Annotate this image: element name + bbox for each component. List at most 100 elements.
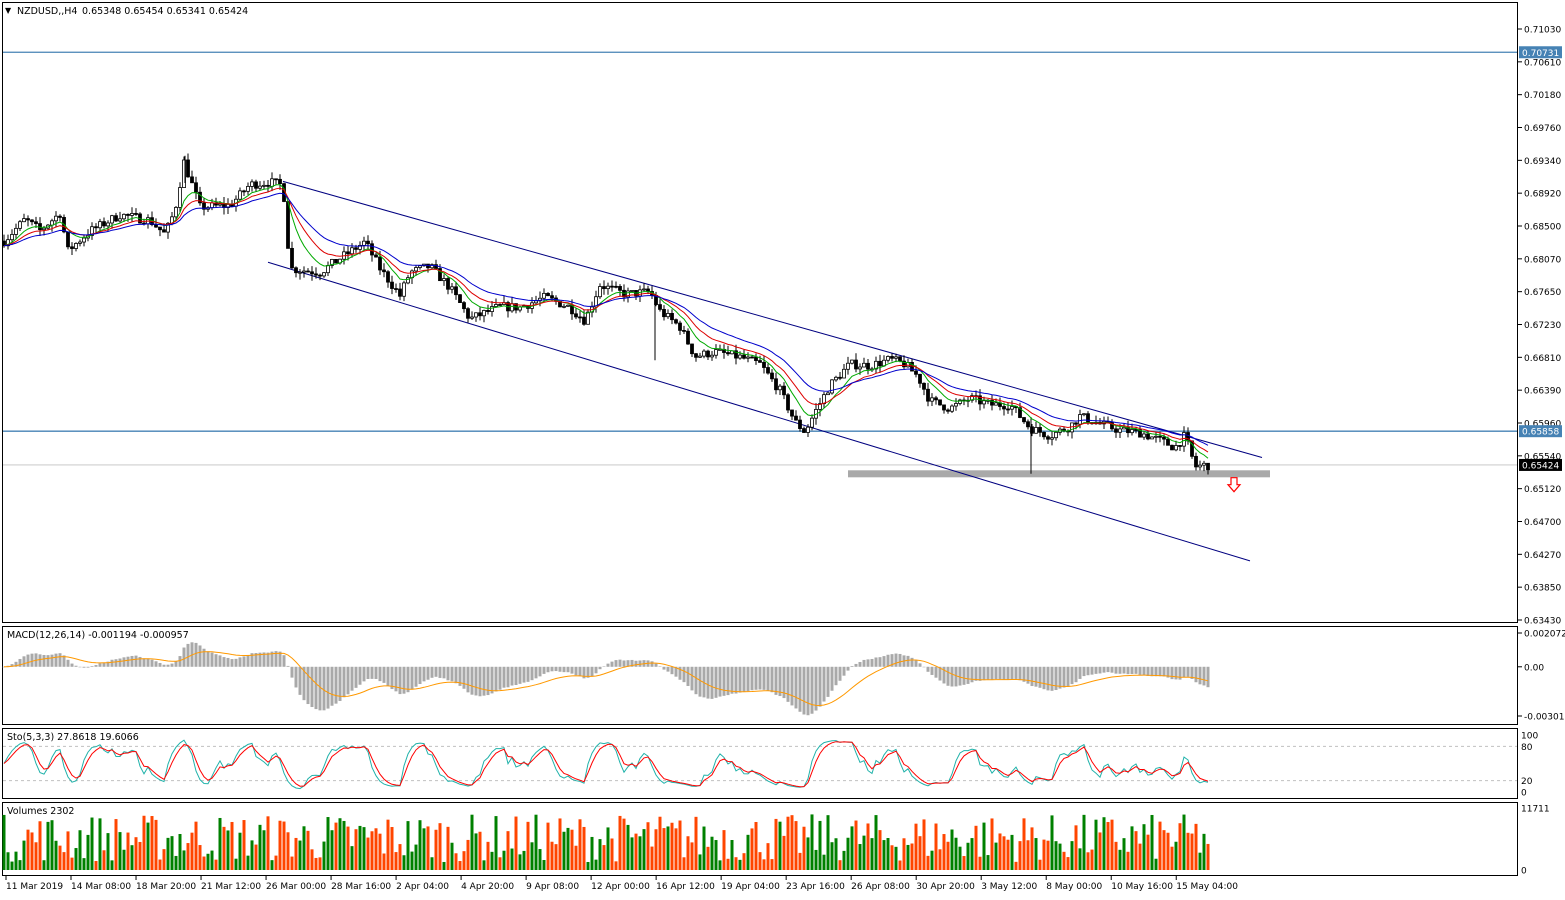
candle-body[interactable] xyxy=(718,348,722,351)
candle-body[interactable] xyxy=(890,356,894,359)
candle-body[interactable] xyxy=(666,313,670,318)
candle-body[interactable] xyxy=(1130,429,1134,434)
candle-body[interactable] xyxy=(702,350,706,357)
candle-body[interactable] xyxy=(1046,436,1050,440)
candle-body[interactable] xyxy=(626,290,630,298)
candle-body[interactable] xyxy=(14,227,18,235)
candle-body[interactable] xyxy=(874,360,878,370)
candle-body[interactable] xyxy=(1050,437,1054,440)
candle-body[interactable] xyxy=(614,285,618,288)
candle-body[interactable] xyxy=(122,213,126,220)
channel-upper-line[interactable] xyxy=(282,180,1263,458)
candle-body[interactable] xyxy=(1082,413,1086,416)
candle-body[interactable] xyxy=(982,400,986,405)
candle-body[interactable] xyxy=(210,202,214,209)
candle-body[interactable] xyxy=(1170,444,1174,451)
candle-body[interactable] xyxy=(462,302,466,310)
candle-body[interactable] xyxy=(1150,436,1154,440)
stoch-panel[interactable] xyxy=(3,739,1517,790)
candle-body[interactable] xyxy=(406,277,410,284)
candle-body[interactable] xyxy=(774,378,778,391)
candle-body[interactable] xyxy=(50,220,54,226)
candle-body[interactable] xyxy=(1054,431,1058,439)
candle-body[interactable] xyxy=(1114,428,1118,433)
candle-body[interactable] xyxy=(106,222,110,227)
candle-body[interactable] xyxy=(218,203,222,206)
candle-body[interactable] xyxy=(322,272,326,277)
candle-body[interactable] xyxy=(1146,433,1150,440)
candle-body[interactable] xyxy=(90,226,94,236)
candle-body[interactable] xyxy=(790,409,794,417)
candle-body[interactable] xyxy=(1206,462,1210,471)
candle-body[interactable] xyxy=(290,247,294,269)
candle-body[interactable] xyxy=(270,178,274,187)
candle-body[interactable] xyxy=(1122,427,1126,430)
macd-panel[interactable] xyxy=(2,642,1210,716)
candle-body[interactable] xyxy=(798,419,802,429)
candle-body[interactable] xyxy=(946,409,950,412)
candle-body[interactable] xyxy=(174,207,178,218)
candle-body[interactable] xyxy=(238,190,242,200)
candle-body[interactable] xyxy=(858,366,862,370)
candle-body[interactable] xyxy=(714,349,718,356)
candle-body[interactable] xyxy=(1126,427,1130,434)
candle-body[interactable] xyxy=(602,286,606,290)
candle-body[interactable] xyxy=(58,215,62,218)
support-zone[interactable] xyxy=(848,470,1270,478)
candle-body[interactable] xyxy=(202,202,206,210)
candle-body[interactable] xyxy=(326,265,330,274)
candle-body[interactable] xyxy=(1158,435,1162,438)
candle-body[interactable] xyxy=(386,271,390,283)
candle-body[interactable] xyxy=(682,329,686,332)
candle-body[interactable] xyxy=(674,319,678,324)
candle-body[interactable] xyxy=(30,219,34,223)
candle-body[interactable] xyxy=(1034,427,1038,434)
candle-body[interactable] xyxy=(22,218,26,223)
candle-body[interactable] xyxy=(278,178,282,185)
candle-body[interactable] xyxy=(750,356,754,359)
candle-body[interactable] xyxy=(670,313,674,321)
candle-body[interactable] xyxy=(850,359,854,364)
candle-body[interactable] xyxy=(762,361,766,368)
candle-body[interactable] xyxy=(734,350,738,359)
candle-body[interactable] xyxy=(258,185,262,189)
candle-body[interactable] xyxy=(306,270,310,273)
candle-body[interactable] xyxy=(418,265,422,268)
candle-body[interactable] xyxy=(190,176,194,184)
candle-body[interactable] xyxy=(642,288,646,291)
candle-body[interactable] xyxy=(538,297,542,302)
candle-body[interactable] xyxy=(390,281,394,289)
candle-body[interactable] xyxy=(454,286,458,296)
candle-body[interactable] xyxy=(918,373,922,384)
candle-body[interactable] xyxy=(1022,417,1026,423)
candle-body[interactable] xyxy=(1026,421,1030,428)
candle-body[interactable] xyxy=(162,229,166,233)
candle-body[interactable] xyxy=(130,213,134,216)
candle-body[interactable] xyxy=(950,405,954,412)
candle-body[interactable] xyxy=(958,399,962,404)
candle-body[interactable] xyxy=(846,362,850,370)
candle-body[interactable] xyxy=(834,376,838,381)
candle-body[interactable] xyxy=(314,273,318,276)
candle-body[interactable] xyxy=(298,271,302,274)
candle-body[interactable] xyxy=(710,354,714,358)
candle-body[interactable] xyxy=(430,264,434,269)
dropdown-glyph[interactable]: ▼ xyxy=(5,6,12,15)
candle-body[interactable] xyxy=(938,399,942,406)
candle-body[interactable] xyxy=(662,308,666,318)
candle-body[interactable] xyxy=(94,226,98,229)
candle-body[interactable] xyxy=(1182,432,1186,447)
candle-body[interactable] xyxy=(1194,455,1198,468)
candle-body[interactable] xyxy=(1110,422,1114,430)
candle-body[interactable] xyxy=(494,304,498,307)
candle-body[interactable] xyxy=(706,350,710,358)
candle-body[interactable] xyxy=(770,372,774,380)
ma-slow-line[interactable] xyxy=(3,192,1209,446)
candle-body[interactable] xyxy=(246,186,250,192)
candle-body[interactable] xyxy=(902,360,906,368)
candle-body[interactable] xyxy=(54,215,58,222)
candle-body[interactable] xyxy=(310,271,314,275)
candle-body[interactable] xyxy=(534,300,538,304)
candle-body[interactable] xyxy=(66,231,70,248)
candle-body[interactable] xyxy=(110,215,114,224)
